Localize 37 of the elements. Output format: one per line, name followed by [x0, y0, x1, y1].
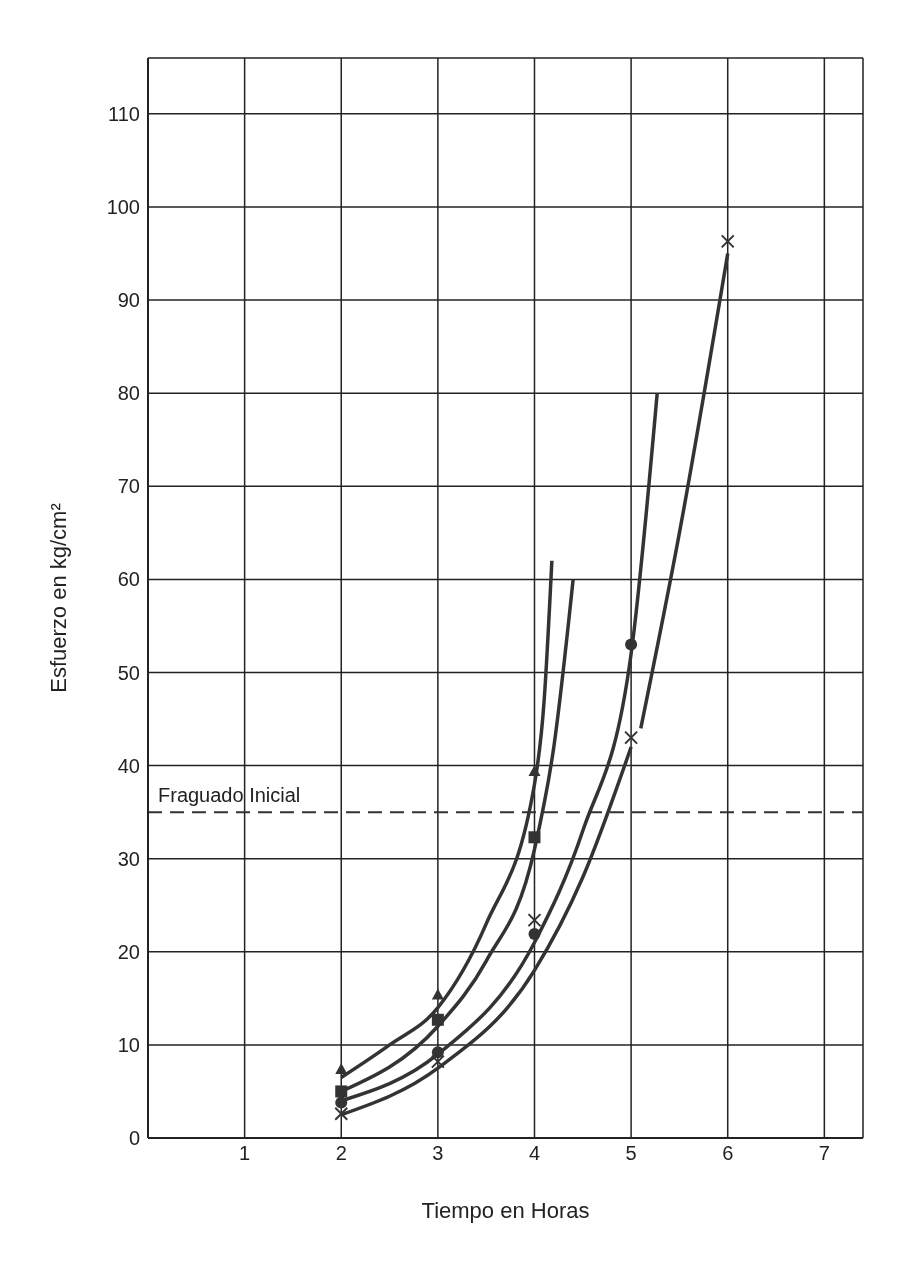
x-axis-title: Tiempo en Horas — [421, 1198, 590, 1223]
point — [528, 765, 541, 776]
point — [334, 1106, 349, 1121]
point — [624, 730, 639, 745]
point — [431, 988, 444, 1000]
point — [335, 1096, 348, 1109]
y-tick-label: 30 — [117, 847, 140, 870]
point — [720, 234, 735, 249]
y-tick-label: 80 — [117, 382, 140, 405]
point — [625, 638, 638, 651]
y-tick-label: 110 — [108, 102, 140, 125]
ref-line-label: Fraguado Inicial — [158, 784, 301, 807]
y-tick-label: 40 — [117, 754, 140, 777]
point — [527, 913, 542, 928]
x-tick-label: 1 — [239, 1142, 251, 1165]
point — [431, 1046, 444, 1059]
y-tick-label: 50 — [117, 661, 140, 684]
point — [430, 1054, 445, 1069]
x-tick-label: 7 — [818, 1142, 830, 1165]
x-tick-label: 5 — [625, 1142, 637, 1165]
y-tick-label: 90 — [117, 289, 140, 312]
point — [335, 1063, 348, 1074]
x-tick-label: 3 — [432, 1142, 444, 1165]
point — [431, 1013, 444, 1026]
point — [528, 928, 541, 941]
y-axis-title: Esfuerzo en kg/cm² — [45, 503, 71, 693]
point — [528, 831, 541, 844]
y-tick-label: 70 — [117, 475, 140, 498]
y-tick-label: 100 — [106, 196, 140, 219]
x-tick-label: 2 — [335, 1142, 347, 1165]
point — [335, 1085, 348, 1098]
y-tick-label: 10 — [117, 1034, 140, 1056]
y-tick-label: 60 — [117, 568, 140, 591]
x-tick-label: 6 — [722, 1142, 734, 1165]
x-tick-label: 4 — [528, 1142, 541, 1165]
y-tick-label: 20 — [117, 940, 140, 963]
y-tick-label: 0 — [128, 1127, 140, 1150]
